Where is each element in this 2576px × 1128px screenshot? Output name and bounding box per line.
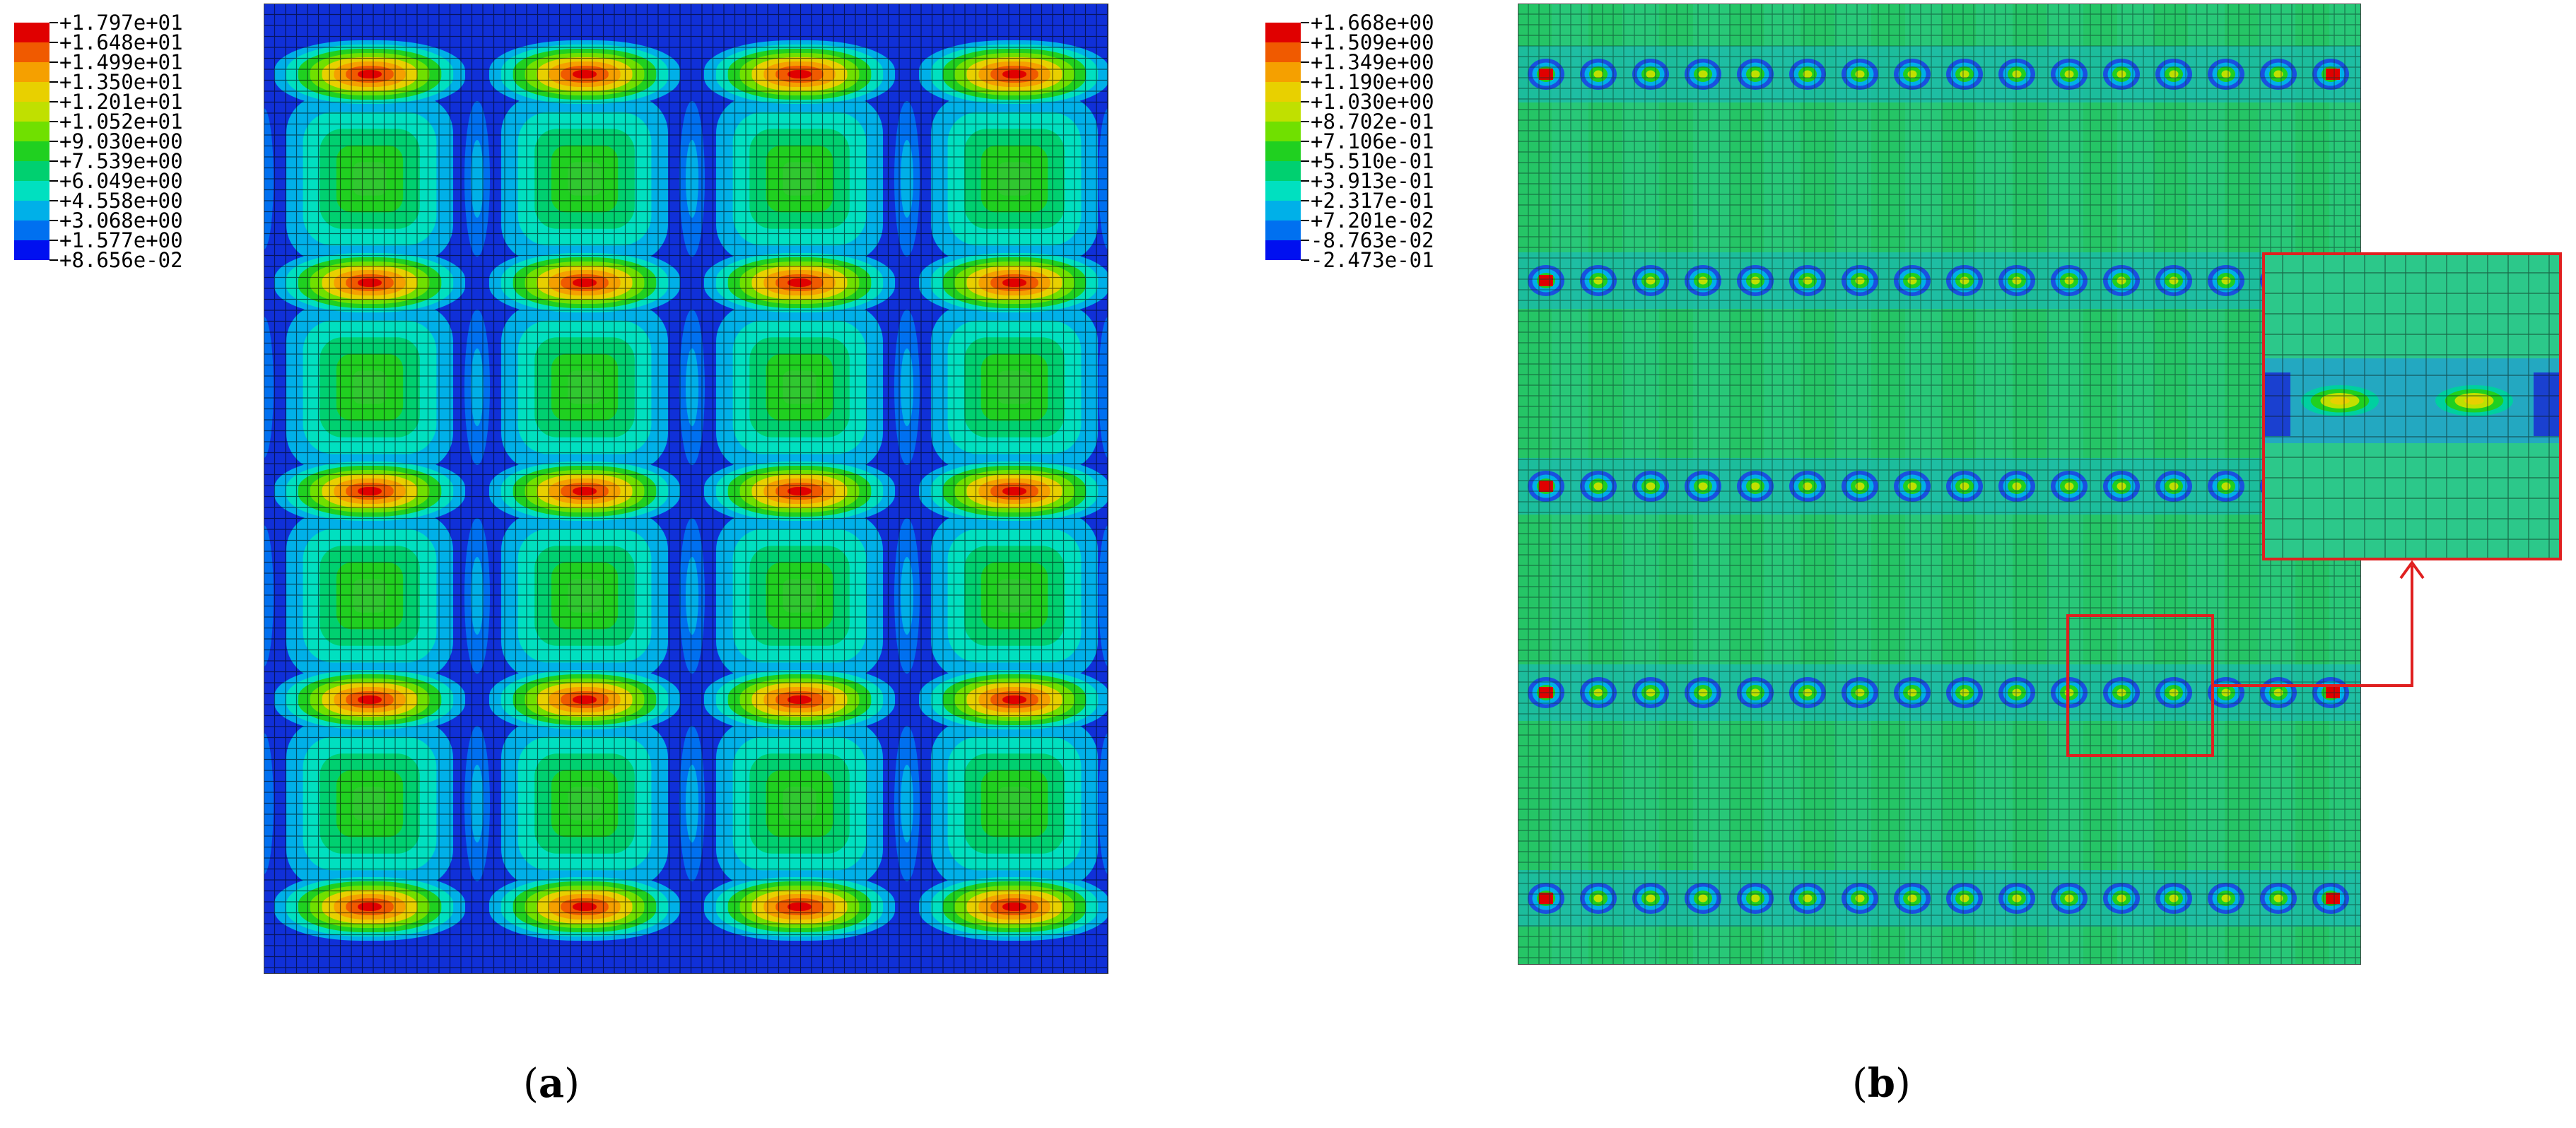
legend-a-label-8: +6.049e+00 <box>59 169 183 193</box>
caption-b: (b) <box>1852 1060 1911 1107</box>
legend-a-swatch-3 <box>14 82 49 102</box>
legend-b-label-4: +1.030e+00 <box>1311 90 1434 114</box>
legend-a-label-12: +8.656e-02 <box>59 248 183 272</box>
legend-b-label-7: +5.510e-01 <box>1311 149 1434 173</box>
zoom-arrow-head <box>2399 560 2425 580</box>
legend-b-label-1: +1.509e+00 <box>1311 30 1434 54</box>
legend-a-label-5: +1.052e+01 <box>59 110 183 134</box>
legend-a-label-0: +1.797e+01 <box>59 11 183 35</box>
legend-b-swatch-11 <box>1265 240 1301 260</box>
legend-a-swatch-11 <box>14 240 49 260</box>
legend-b-label-5: +8.702e-01 <box>1311 110 1434 134</box>
legend-a-swatch-5 <box>14 122 49 141</box>
legend-a-label-2: +1.499e+01 <box>59 50 183 74</box>
legend-a-swatch-10 <box>14 221 49 240</box>
legend-a-swatch-9 <box>14 201 49 221</box>
legend-b-label-9: +2.317e-01 <box>1311 189 1434 213</box>
legend-a: +1.797e+01 +1.648e+01 +1.499e+01 +1.350e… <box>14 13 269 277</box>
legend-b-swatch-6 <box>1265 141 1301 161</box>
legend-b-swatch-8 <box>1265 181 1301 201</box>
legend-a-swatch-2 <box>14 62 49 82</box>
legend-b-label-3: +1.190e+00 <box>1311 70 1434 94</box>
zoom-inset <box>2262 252 2562 560</box>
legend-a-label-7: +7.539e+00 <box>59 149 183 173</box>
contour-plot-a-svg <box>264 4 1108 974</box>
zoom-inset-svg <box>2262 252 2562 560</box>
legend-b-label-10: +7.201e-02 <box>1311 208 1434 233</box>
legend-a-label-9: +4.558e+00 <box>59 189 183 213</box>
legend-b-label-8: +3.913e-01 <box>1311 169 1434 193</box>
contour-plot-b-svg <box>1518 4 2361 965</box>
legend-b-swatch-1 <box>1265 42 1301 62</box>
legend-b-swatch-2 <box>1265 62 1301 82</box>
legend-b-swatch-9 <box>1265 201 1301 221</box>
legend-a-swatch-7 <box>14 161 49 181</box>
legend-b-swatch-3 <box>1265 82 1301 102</box>
legend-a-label-6: +9.030e+00 <box>59 129 183 153</box>
legend-b-label-2: +1.349e+00 <box>1311 50 1434 74</box>
contour-plot-b <box>1518 4 2361 965</box>
contour-plot-a <box>264 4 1108 974</box>
legend-a-swatch-8 <box>14 181 49 201</box>
legend-a-label-10: +3.068e+00 <box>59 208 183 233</box>
legend-b-swatch-7 <box>1265 161 1301 181</box>
legend-b-label-11: -8.763e-02 <box>1311 228 1434 252</box>
legend-a-swatch-0 <box>14 23 49 42</box>
caption-a: (a) <box>523 1060 580 1107</box>
legend-b-swatch-10 <box>1265 221 1301 240</box>
legend-a-swatch-4 <box>14 102 49 122</box>
legend-a-label-4: +1.201e+01 <box>59 90 183 114</box>
legend-b: +1.668e+00 +1.509e+00 +1.349e+00 +1.190e… <box>1265 13 1520 277</box>
legend-a-label-3: +1.350e+01 <box>59 70 183 94</box>
legend-b-swatch-0 <box>1265 23 1301 42</box>
legend-a-swatch-1 <box>14 42 49 62</box>
legend-b-label-6: +7.106e-01 <box>1311 129 1434 153</box>
legend-a-label-11: +1.577e+00 <box>59 228 183 252</box>
legend-a-label-1: +1.648e+01 <box>59 30 183 54</box>
legend-b-swatch-4 <box>1265 102 1301 122</box>
legend-b-label-0: +1.668e+00 <box>1311 11 1434 35</box>
legend-b-label-12: -2.473e-01 <box>1311 248 1434 272</box>
legend-b-swatch-5 <box>1265 122 1301 141</box>
legend-a-swatch-6 <box>14 141 49 161</box>
